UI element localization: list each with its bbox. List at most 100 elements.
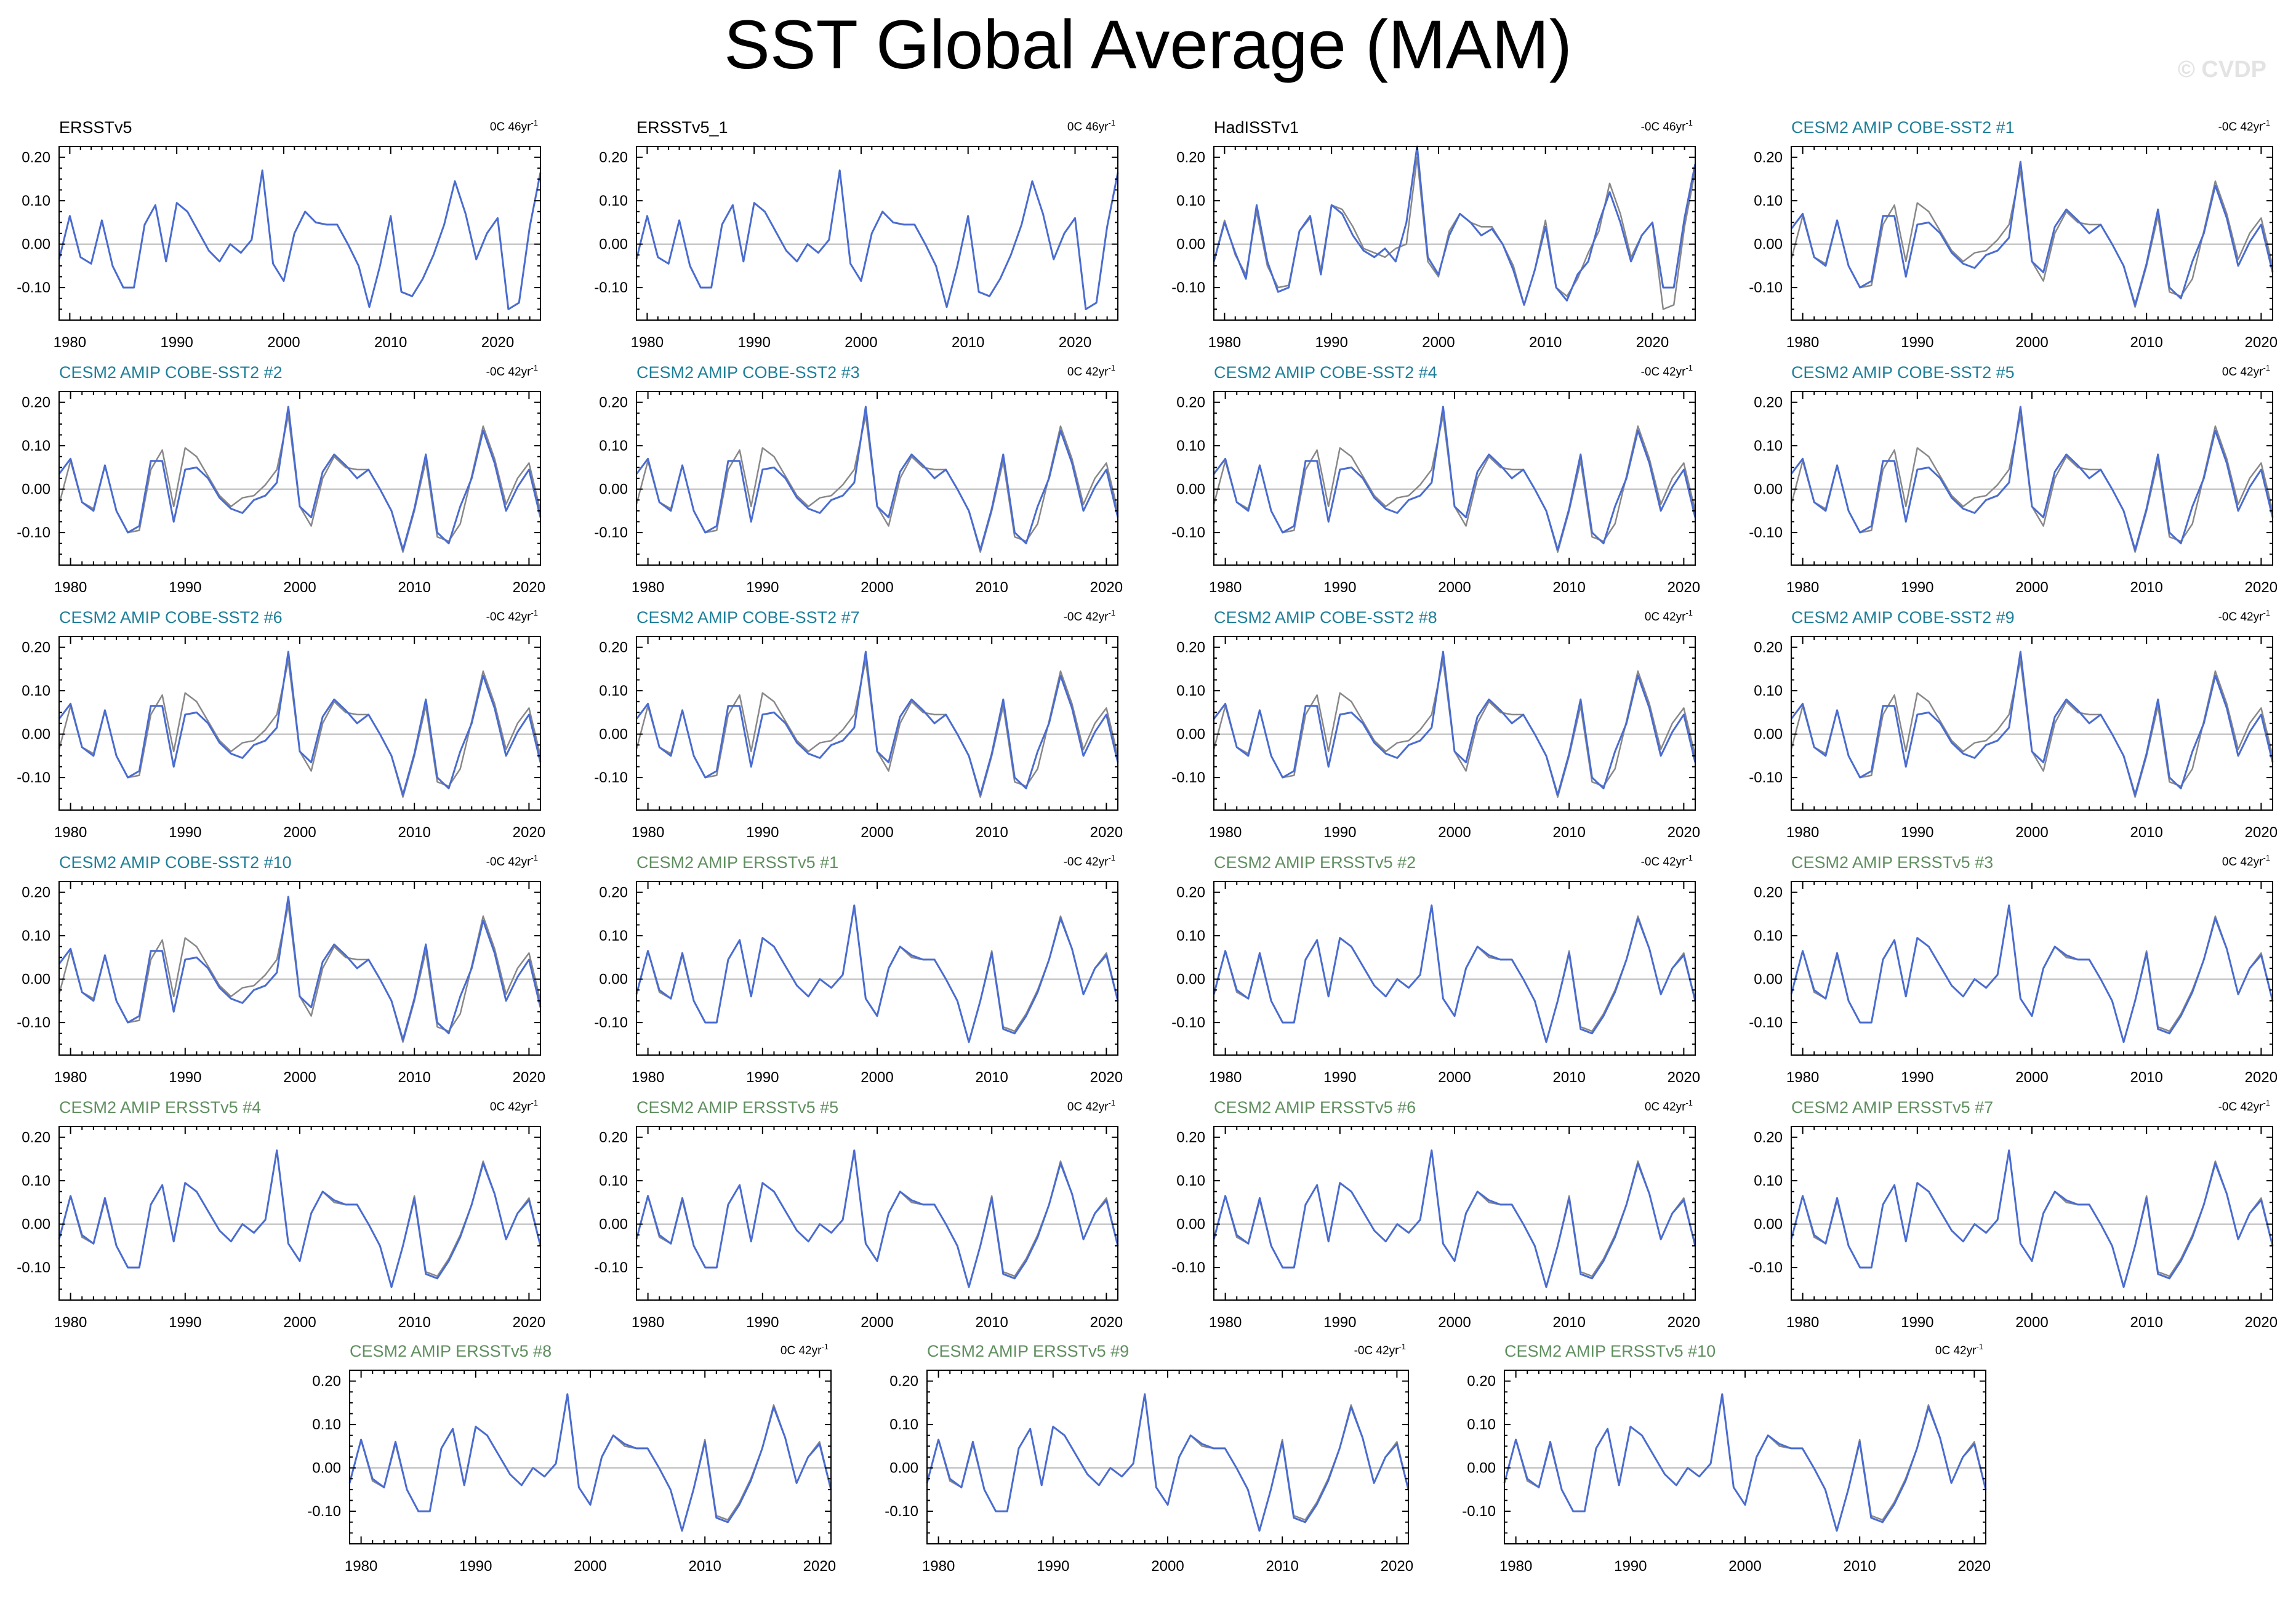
- trend-label: 0C 42yr-1: [1067, 1098, 1115, 1114]
- ytick-label: -0.10: [594, 769, 628, 786]
- xtick-label: 2020: [2245, 1069, 2278, 1086]
- trend-superscript: -1: [531, 853, 538, 862]
- ytick-label: 0.20: [22, 885, 50, 901]
- ytick-label: 0.00: [22, 971, 50, 988]
- ytick-label: 0.00: [1754, 236, 1783, 253]
- panel-title: CESM2 AMIP ERSSTv5 #1: [636, 853, 838, 872]
- xtick-label: 2010: [398, 1069, 430, 1086]
- obs-series-line: [635, 904, 1119, 1043]
- ytick-label: 0.10: [1754, 438, 1783, 454]
- ytick-label: 0.00: [1754, 726, 1783, 743]
- trend-superscript: -1: [1399, 1342, 1406, 1351]
- xtick-label: 2020: [513, 1069, 545, 1086]
- ytick-label: 0.10: [1176, 193, 1205, 209]
- xtick-label: 1990: [1323, 1314, 1356, 1331]
- xtick-label: 1980: [632, 1314, 664, 1331]
- panel-ersst2: CESM2 AMIP ERSSTv5 #2 -0C 42yr-1 0.20 0.10 0…: [1171, 853, 1700, 1086]
- xtick-label: 1980: [345, 1558, 377, 1575]
- xtick-label: 2010: [374, 334, 407, 351]
- ytick-label: 0.20: [889, 1373, 918, 1390]
- panel-ersst4: CESM2 AMIP ERSSTv5 #4 0C 42yr-1 0.20 0.10 0.…: [17, 1098, 545, 1331]
- ytick-label: -0.10: [1462, 1503, 1496, 1520]
- panel-title: CESM2 AMIP COBE-SST2 #4: [1214, 363, 1437, 382]
- xtick-label: 2010: [2130, 824, 2162, 841]
- ytick-label: 0.00: [1176, 481, 1205, 498]
- ytick-label: -0.10: [885, 1503, 918, 1520]
- xtick-label: 2000: [2015, 1314, 2048, 1331]
- ytick-label: 0.20: [599, 395, 628, 411]
- trend-label: 0C 42yr-1: [490, 1098, 538, 1114]
- panel-title: CESM2 AMIP ERSSTv5 #10: [1504, 1342, 1716, 1360]
- ytick-label: -0.10: [1749, 1259, 1783, 1276]
- trend-superscript: -1: [1976, 1342, 1983, 1351]
- xtick-label: 2010: [1529, 334, 1562, 351]
- xtick-label: 2000: [2015, 334, 2048, 351]
- ytick-label: 0.10: [599, 928, 628, 944]
- ytick-label: 0.00: [1176, 971, 1205, 988]
- panel-ersst10: CESM2 AMIP ERSSTv5 #10 0C 42yr-1 0.20 0.10 0…: [1462, 1342, 1991, 1575]
- xtick-label: 2020: [1668, 579, 1700, 596]
- xtick-label: 1980: [54, 824, 87, 841]
- trend-superscript: -1: [2263, 853, 2270, 862]
- trend-superscript: -1: [2263, 1098, 2270, 1107]
- xtick-label: 1990: [1901, 1314, 1933, 1331]
- xtick-label: 2020: [1668, 1314, 1700, 1331]
- panel-ersstv5: ERSSTv5 0C 46yr-1 0.20 0.10 0.00 -0.10 1980 199…: [17, 118, 542, 351]
- trend-label: -0C 42yr-1: [2218, 608, 2270, 624]
- xtick-label: 2010: [1552, 824, 1585, 841]
- ytick-label: 0.20: [312, 1373, 341, 1390]
- ytick-label: 0.00: [312, 1460, 341, 1477]
- panel-cobe1: CESM2 AMIP COBE-SST2 #1 -0C 42yr-1 0.20 0.1…: [1749, 118, 2278, 351]
- panel-ersst6: CESM2 AMIP ERSSTv5 #6 0C 42yr-1 0.20 0.10 0.…: [1171, 1098, 1700, 1331]
- panel-title: CESM2 AMIP COBE-SST2 #2: [59, 363, 283, 382]
- trend-superscript: -1: [1685, 363, 1693, 372]
- xtick-label: 2010: [1843, 1558, 1876, 1575]
- xtick-label: 1980: [54, 1069, 87, 1086]
- ytick-label: -0.10: [1749, 524, 1783, 541]
- ytick-label: 0.10: [22, 928, 50, 944]
- panel-cobe8: CESM2 AMIP COBE-SST2 #8 0C 42yr-1 0.20 0.10…: [1171, 608, 1700, 841]
- xtick-label: 2000: [1438, 1314, 1471, 1331]
- ytick-label: 0.10: [1754, 683, 1783, 699]
- xtick-label: 1990: [1901, 579, 1933, 596]
- ytick-label: 0.00: [1467, 1460, 1496, 1477]
- panel-title: CESM2 AMIP ERSSTv5 #8: [350, 1342, 552, 1360]
- xtick-label: 2000: [283, 824, 316, 841]
- xtick-label: 2020: [513, 1314, 545, 1331]
- trend-label: -0C 42yr-1: [486, 608, 538, 624]
- xtick-label: 2000: [861, 579, 893, 596]
- ytick-label: 0.20: [1754, 885, 1783, 901]
- panel-cobe3: CESM2 AMIP COBE-SST2 #3 0C 42yr-1 0.20 0.10…: [594, 363, 1123, 596]
- xtick-label: 2000: [1438, 824, 1471, 841]
- xtick-label: 1980: [1786, 824, 1819, 841]
- xtick-label: 1990: [737, 334, 770, 351]
- xtick-label: 2020: [1090, 824, 1123, 841]
- xtick-label: 2020: [1090, 579, 1123, 596]
- xtick-label: 1980: [1208, 334, 1241, 351]
- xtick-label: 2020: [1668, 1069, 1700, 1086]
- plot-frame: [1213, 636, 1696, 811]
- xtick-label: 1980: [1786, 334, 1819, 351]
- ytick-label: 0.20: [599, 640, 628, 656]
- obs-series-line: [1213, 904, 1696, 1043]
- ytick-label: 0.10: [22, 1173, 50, 1189]
- obs-series-line: [348, 1393, 832, 1532]
- trend-superscript: -1: [1108, 608, 1115, 617]
- xtick-label: 2010: [2130, 334, 2162, 351]
- xtick-label: 2010: [1552, 579, 1585, 596]
- plot-frame: [58, 881, 541, 1056]
- obs-series-line: [1790, 1149, 2274, 1288]
- model-series-line: [635, 904, 1119, 1043]
- panel-title: CESM2 AMIP ERSSTv5 #5: [636, 1098, 838, 1117]
- watermark: © CVDP: [2177, 57, 2266, 82]
- xtick-label: 2000: [283, 1069, 316, 1086]
- ytick-label: -0.10: [17, 769, 50, 786]
- ytick-label: 0.20: [1754, 1130, 1783, 1146]
- xtick-label: 1990: [1901, 334, 1933, 351]
- obs-series-line: [1503, 1393, 1987, 1532]
- panel-ersst9: CESM2 AMIP ERSSTv5 #9 -0C 42yr-1 0.20 0.10 0…: [885, 1342, 1413, 1575]
- trend-label: -0C 46yr-1: [1641, 118, 1693, 134]
- xtick-label: 1980: [1209, 824, 1242, 841]
- model-series-line: [58, 896, 542, 1041]
- plot-frame: [636, 636, 1118, 811]
